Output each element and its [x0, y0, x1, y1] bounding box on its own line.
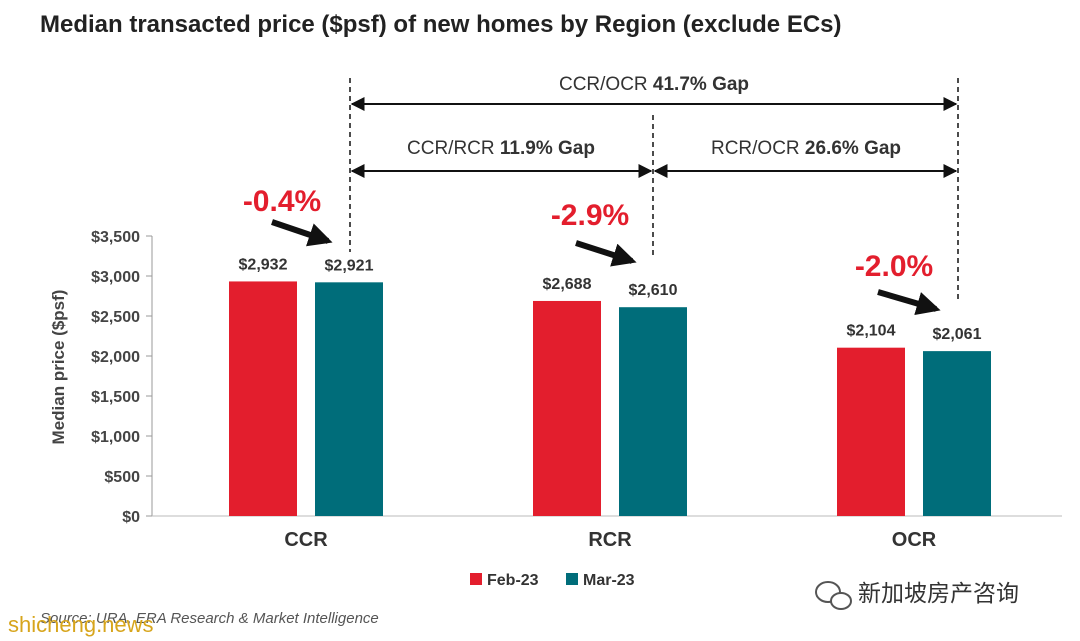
bar-rcr-mar-23 [619, 307, 687, 516]
bar-value-label: $2,610 [629, 282, 678, 299]
bars-layer: $2,932 $2,921 CCR $2,688 $2,610 RCR $2,104 $2,0… [229, 256, 991, 551]
watermark-text: 新加坡房产咨询 [858, 581, 1019, 607]
gap-label-value: 41.7% Gap [653, 74, 749, 95]
x-tick-label-rcr: RCR [588, 529, 632, 551]
y-tick-label: $0 [122, 509, 140, 526]
y-axis: $0 $500 $1,000 $1,500 $2,000 $2,500 $3,000 $3,5… [91, 229, 1062, 526]
legend: Feb-23 Mar-23 [470, 572, 635, 589]
gap-label-prefix: CCR/OCR [559, 74, 653, 95]
trend-arrow [575, 240, 637, 267]
wechat-icon [815, 581, 852, 610]
annotations-layer: -0.4% -2.9% -2.0% CCR/OCR 41.7% Gap CCR/RCR … [243, 74, 959, 316]
source-note: Source: URA, ERA Research & Market Intel… [40, 610, 379, 627]
gap-label-prefix: RCR/OCR [711, 138, 805, 159]
gap-label: CCR/RCR 11.9% Gap [407, 138, 595, 159]
legend-swatch-mar-23 [566, 573, 578, 585]
x-tick-label-ocr: OCR [892, 529, 937, 551]
gap-label-value: 11.9% Gap [500, 138, 595, 159]
gap-label: RCR/OCR 26.6% Gap [711, 138, 901, 159]
legend-label-mar-23: Mar-23 [583, 572, 635, 589]
chart-title: Median transacted price ($psf) of new ho… [40, 11, 842, 38]
legend-label-feb-23: Feb-23 [487, 572, 539, 589]
pct-change-label: -2.0% [855, 250, 933, 283]
y-tick-label: $2,000 [91, 349, 140, 366]
watermark: 新加坡房产咨询 shicheng.news [8, 581, 1019, 637]
bar-value-label: $2,932 [239, 256, 288, 273]
bar-value-label: $2,688 [543, 276, 592, 293]
y-tick-label: $1,000 [91, 429, 140, 446]
bar-ocr-mar-23 [923, 351, 991, 516]
y-tick-label: $3,000 [91, 269, 140, 286]
y-tick-label: $500 [104, 469, 140, 486]
x-tick-label-ccr: CCR [284, 529, 328, 551]
pct-change-label: -0.4% [243, 185, 321, 218]
gap-label-value: 26.6% Gap [805, 138, 901, 159]
bar-ccr-feb-23 [229, 281, 297, 516]
bar-value-label: $2,061 [933, 326, 982, 343]
watermark-site: shicheng.news [8, 612, 154, 637]
y-tick-label: $1,500 [91, 389, 140, 406]
pct-change-label: -2.9% [551, 199, 629, 232]
bar-ocr-feb-23 [837, 347, 905, 516]
bar-value-label: $2,104 [847, 323, 896, 340]
bar-ccr-mar-23 [315, 282, 383, 516]
trend-arrow [271, 219, 333, 247]
gap-label-prefix: CCR/RCR [407, 138, 500, 159]
y-tick-label: $2,500 [91, 309, 140, 326]
y-tick-label: $3,500 [91, 229, 140, 246]
bar-rcr-feb-23 [533, 300, 601, 516]
legend-swatch-feb-23 [470, 573, 482, 585]
y-axis-label: Median price ($psf) [49, 290, 68, 445]
bar-value-label: $2,921 [325, 257, 374, 274]
trend-arrow [877, 289, 941, 316]
gap-label: CCR/OCR 41.7% Gap [559, 74, 749, 95]
